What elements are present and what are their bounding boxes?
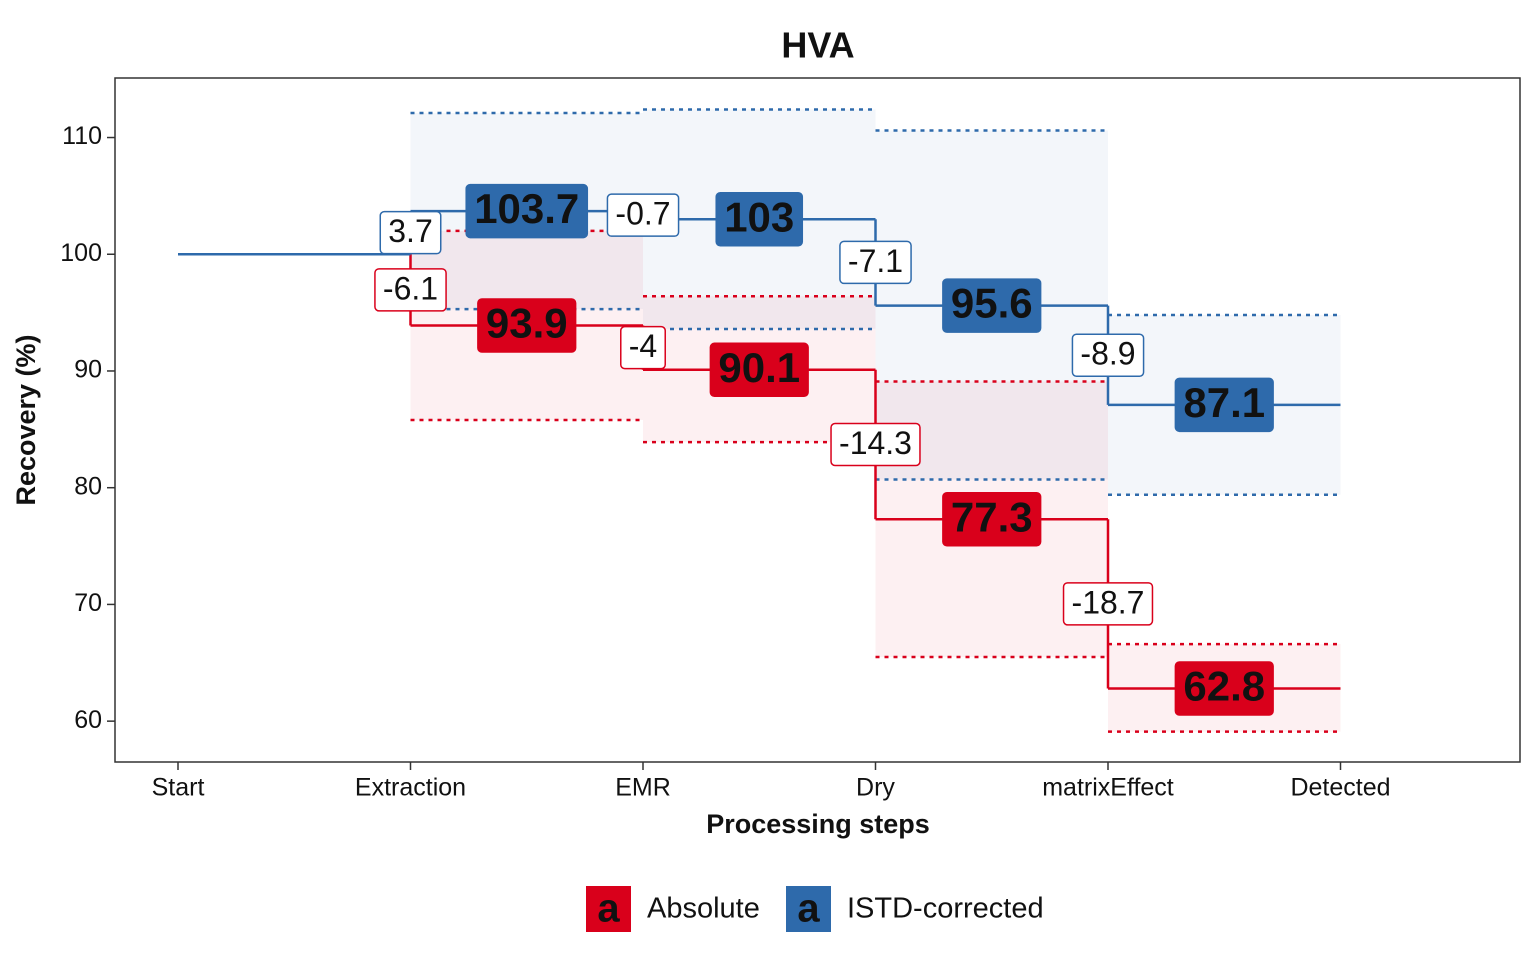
legend-glyph: a <box>797 887 820 931</box>
label: 62.8 <box>1174 661 1274 716</box>
label: 103.7 <box>465 183 589 239</box>
x-tick-label: Detected <box>1290 774 1390 802</box>
label: -8.9 <box>1071 333 1145 377</box>
label-text: -6.1 <box>383 270 438 306</box>
label-text: 77.3 <box>951 493 1033 540</box>
label-text: 95.6 <box>951 280 1033 327</box>
label-text: 3.7 <box>388 213 432 249</box>
label-box <box>942 491 1042 547</box>
x-tick-label: matrixEffect <box>1042 774 1174 802</box>
label-box <box>465 183 589 239</box>
label-box <box>606 193 680 237</box>
label-text: -0.7 <box>615 196 670 232</box>
label-text: 103 <box>724 193 794 240</box>
label-text: -8.9 <box>1080 336 1135 372</box>
label: 90.1 <box>709 342 809 398</box>
label: 87.1 <box>1174 377 1274 433</box>
label: 77.3 <box>942 491 1042 547</box>
legend-glyph: a <box>597 887 620 931</box>
label: -18.7 <box>1062 582 1154 626</box>
label-text: -14.3 <box>839 425 912 461</box>
label: 3.7 <box>379 210 442 255</box>
label: -0.7 <box>606 193 680 237</box>
label-box <box>709 342 809 398</box>
label-text: -18.7 <box>1072 584 1145 620</box>
chart-title: HVA <box>781 25 854 66</box>
y-tick-label: 100 <box>60 239 102 267</box>
x-tick-label: Dry <box>856 774 895 802</box>
label: 95.6 <box>942 278 1042 333</box>
label: -7.1 <box>839 240 912 285</box>
x-tick-label: Extraction <box>355 774 466 802</box>
label-text: -4 <box>629 328 657 364</box>
label-box <box>839 240 912 285</box>
label: -4 <box>620 325 666 370</box>
label: -6.1 <box>374 268 447 312</box>
y-tick-label: 110 <box>62 122 102 150</box>
label-box <box>477 298 577 353</box>
label-text: 87.1 <box>1183 379 1265 426</box>
label: -14.3 <box>830 422 921 467</box>
label-text: 93.9 <box>486 300 568 347</box>
legend-key <box>786 886 831 932</box>
x-tick-label: Start <box>152 774 205 802</box>
label-box <box>715 191 804 247</box>
label-box <box>1071 333 1145 377</box>
label-text: -7.1 <box>848 243 903 279</box>
y-tick-label: 60 <box>74 706 102 734</box>
x-tick-label: EMR <box>615 774 671 802</box>
label-text: 90.1 <box>718 344 800 391</box>
label-text: 62.8 <box>1183 663 1265 710</box>
label-box <box>379 210 442 255</box>
label-box <box>620 325 666 370</box>
label-box <box>830 422 921 467</box>
plot-border <box>114 77 1521 763</box>
legend-label: Absolute <box>647 893 760 925</box>
label-box <box>942 278 1042 333</box>
label-text: 103.7 <box>474 185 579 232</box>
label-box <box>1174 377 1274 433</box>
label: 103 <box>715 191 804 247</box>
label-box <box>374 268 447 312</box>
label-box <box>1174 661 1274 716</box>
x-axis-title: Processing steps <box>706 809 930 839</box>
y-tick-label: 90 <box>74 356 102 384</box>
y-tick-label: 70 <box>74 589 102 617</box>
y-tick-label: 80 <box>74 472 102 500</box>
label-box <box>1062 582 1154 626</box>
label: 93.9 <box>477 298 577 353</box>
legend-label: ISTD-corrected <box>847 893 1044 925</box>
legend-key <box>586 886 631 932</box>
y-axis-title: Recovery (%) <box>11 334 41 505</box>
